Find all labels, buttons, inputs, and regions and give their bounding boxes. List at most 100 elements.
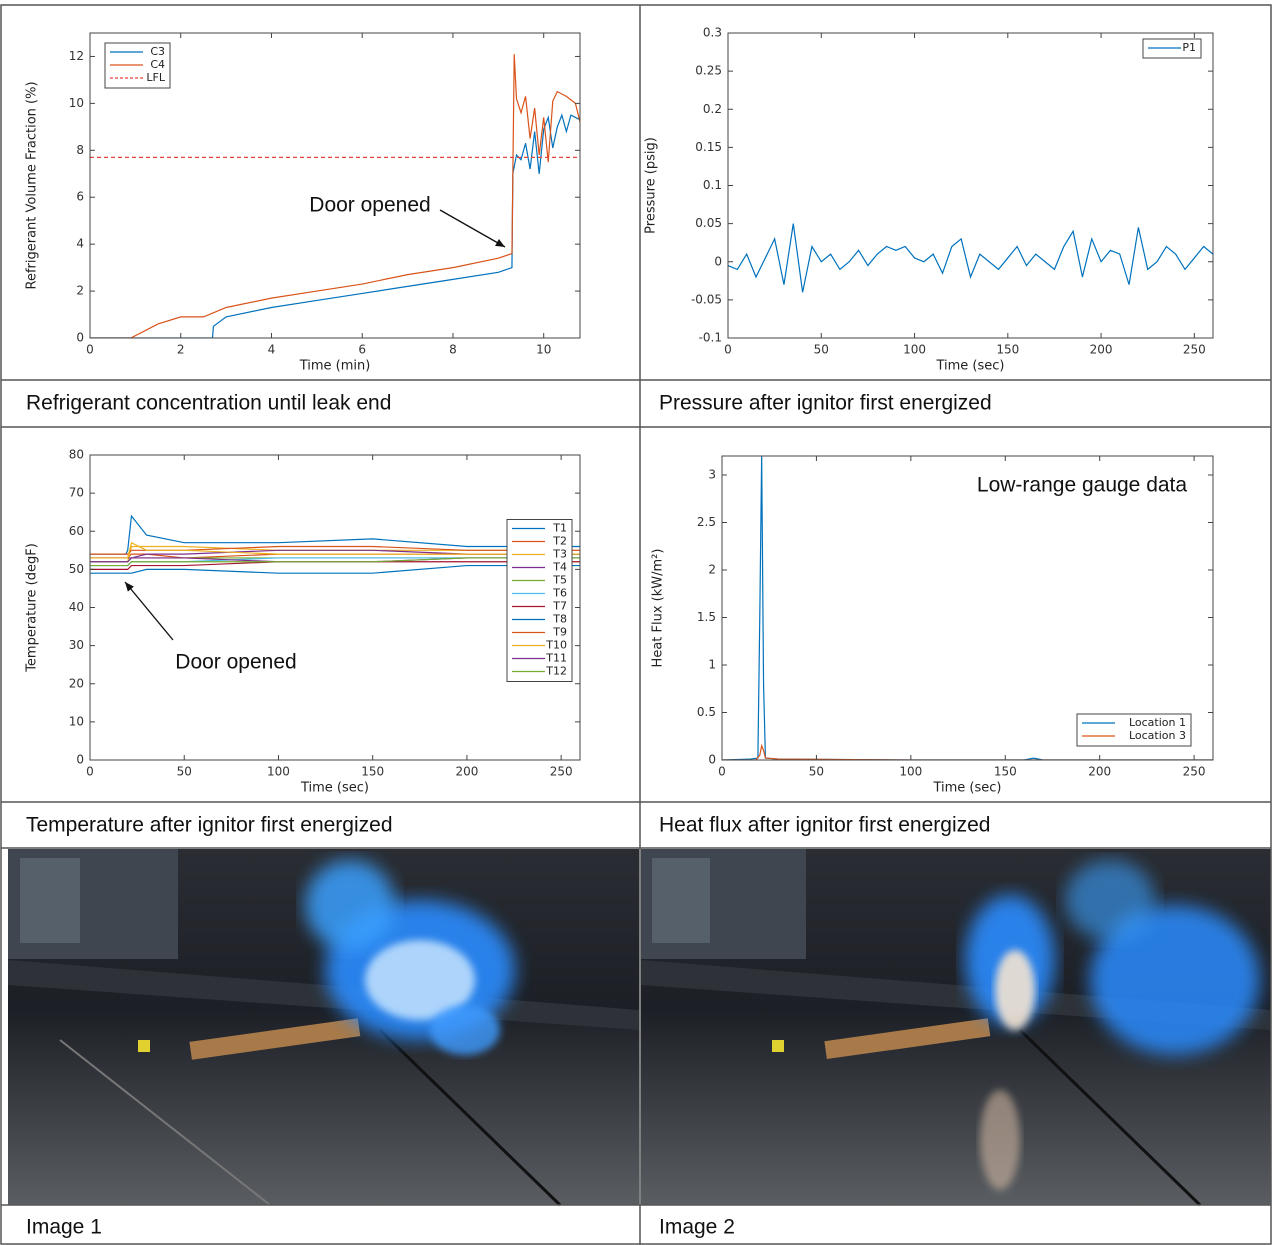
legend-box (1076, 713, 1192, 747)
y-tick-label: 80 (69, 448, 84, 462)
x-tick-label: 2 (177, 343, 185, 357)
y-tick-label: 0 (714, 254, 722, 268)
plot-lines (90, 54, 580, 338)
y-tick-label: 0 (76, 753, 84, 767)
annotation-arrow (439, 209, 506, 248)
y-tick-label: 2 (708, 563, 716, 577)
plot-lines (90, 514, 580, 574)
x-tick-label: 6 (358, 343, 366, 357)
annotation: Door opened (309, 194, 430, 217)
y-tick-label: 2.5 (697, 515, 716, 529)
legend-label: T12 (545, 665, 567, 678)
y-tick-label: 70 (69, 486, 84, 500)
legend-label: P1 (1182, 41, 1196, 54)
y-tick-label: 0.5 (697, 705, 716, 719)
annotation-arrow (124, 581, 174, 641)
x-tick-label: 50 (177, 765, 192, 779)
y-tick-label: 60 (69, 524, 84, 538)
y-tick-label: 10 (69, 714, 84, 728)
caption: Pressure after ignitor first energized (659, 392, 992, 415)
photo-1 (8, 849, 639, 1207)
y-axis-label: Heat Flux (kW/m²) (651, 549, 666, 668)
y-tick-label: -0.1 (699, 331, 722, 345)
x-tick-label: 200 (1090, 343, 1113, 357)
y-axis-label: Refrigerant Volume Fraction (%) (25, 81, 40, 289)
series-line (90, 113, 580, 338)
annotation: Door opened (175, 651, 296, 674)
x-tick-label: 250 (550, 765, 573, 779)
legend-label: C3 (150, 45, 165, 58)
axes-box (89, 32, 581, 339)
x-axis-label: Time (min) (299, 359, 371, 374)
legend-box (506, 519, 573, 682)
x-tick-label: 4 (268, 343, 276, 357)
legend-label: T7 (552, 600, 567, 613)
y-tick-label: 30 (69, 638, 84, 652)
y-tick-label: 10 (69, 96, 84, 110)
plot-area (90, 33, 580, 338)
caption: Temperature after ignitor first energize… (26, 814, 393, 837)
x-tick-label: 8 (449, 343, 457, 357)
y-tick-label: 0.2 (703, 102, 722, 116)
legend-label: Location 1 (1129, 716, 1186, 729)
legend-label: T4 (552, 561, 567, 574)
y-tick-label: 8 (76, 143, 84, 157)
x-tick-label: 0 (86, 343, 94, 357)
y-tick-label: 1 (708, 658, 716, 672)
legend-label: T9 (552, 626, 567, 639)
y-tick-label: 12 (69, 49, 84, 63)
y-axis-label: Temperature (degF) (25, 543, 40, 673)
legend-label: T8 (552, 613, 567, 626)
legend-label: T5 (552, 574, 567, 587)
x-tick-label: 250 (1183, 343, 1206, 357)
x-tick-label: 100 (903, 343, 926, 357)
y-tick-label: -0.05 (691, 292, 722, 306)
legend-label: T10 (545, 639, 567, 652)
y-tick-label: 50 (69, 562, 84, 576)
x-tick-label: 50 (814, 343, 829, 357)
y-tick-label: 2 (76, 284, 84, 298)
y-tick-label: 3 (708, 468, 716, 482)
axes-box (721, 455, 1214, 761)
series-line (728, 223, 1213, 293)
x-tick-label: 150 (361, 765, 384, 779)
x-tick-label: 100 (267, 765, 290, 779)
series-line (90, 557, 580, 567)
y-tick-label: 0.25 (695, 64, 722, 78)
annotation: Low-range gauge data (977, 474, 1187, 497)
arrow-head (495, 239, 505, 247)
y-tick-label: 40 (69, 600, 84, 614)
x-tick-label: 150 (996, 343, 1019, 357)
x-tick-label: 200 (1088, 765, 1111, 779)
legend-label: Location 3 (1129, 729, 1186, 742)
y-tick-label: 1.5 (697, 610, 716, 624)
panel-borders (0, 4, 1272, 1245)
y-tick-label: 0 (76, 331, 84, 345)
x-tick-label: 200 (455, 765, 478, 779)
legend-label: LFL (146, 71, 165, 84)
legend-label: T3 (552, 548, 567, 561)
photo-2 (641, 849, 1271, 1207)
x-tick-label: 250 (1183, 765, 1206, 779)
series-line (90, 54, 580, 338)
x-tick-label: 0 (724, 343, 732, 357)
y-axis-label: Pressure (psig) (644, 137, 659, 234)
x-tick-label: 150 (994, 765, 1017, 779)
plot-area (722, 456, 1213, 760)
y-tick-label: 0.15 (695, 140, 722, 154)
x-tick-label: 100 (899, 765, 922, 779)
legend-label: C4 (150, 58, 165, 71)
y-tick-label: 6 (76, 190, 84, 204)
plot-area (728, 33, 1213, 338)
plot-lines (728, 223, 1213, 293)
caption: Refrigerant concentration until leak end (26, 392, 391, 415)
y-tick-label: 20 (69, 676, 84, 690)
plot-area (90, 455, 580, 760)
x-tick-label: 10 (536, 343, 551, 357)
legend-label: T6 (552, 587, 567, 600)
caption: Heat flux after ignitor first energized (659, 814, 991, 837)
x-tick-label: 0 (86, 765, 94, 779)
y-tick-label: 0.3 (703, 26, 722, 40)
series-line (90, 561, 580, 570)
